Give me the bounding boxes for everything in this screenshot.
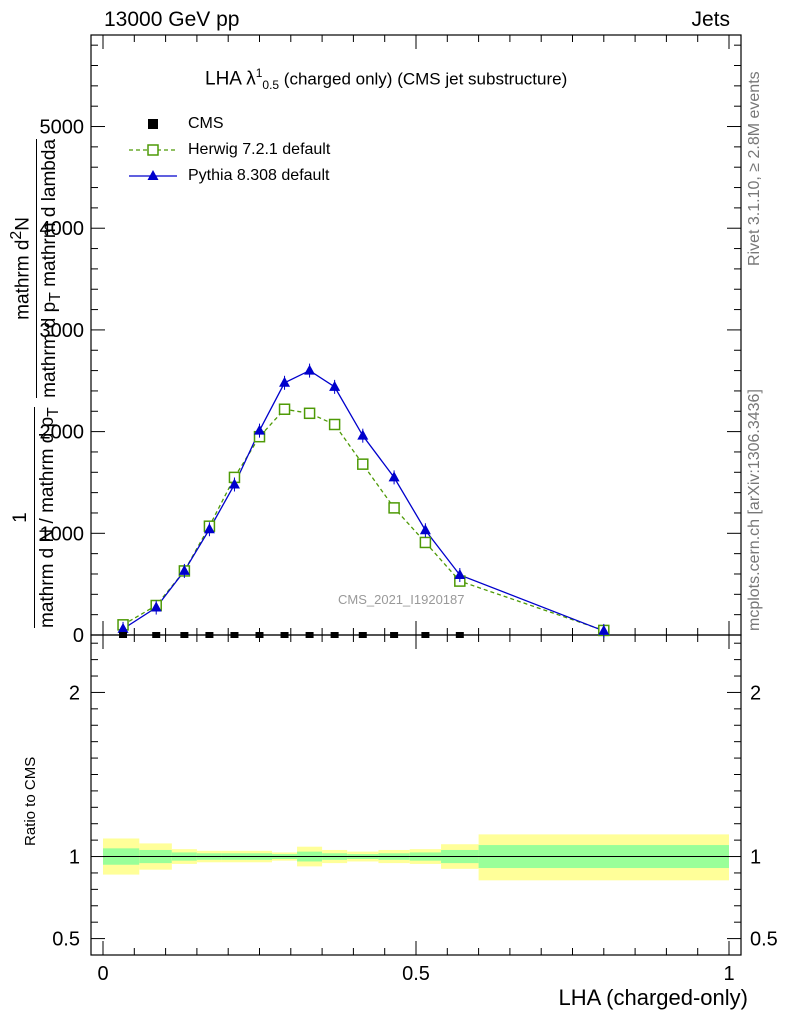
pythia-point [329,380,341,391]
legend-markers [129,119,177,180]
ratio-y-tick-label-right: 1 [750,847,761,869]
main-y-tick-label: 2000 [40,422,85,444]
ylabel-one: 1 [10,407,36,628]
main-y-tick-labels: 0 1000 2000 3000 4000 5000 [40,117,85,647]
pythia-point [304,364,316,375]
ratio-y-axis-label: Ratio to CMS [22,756,39,846]
main-y-tick-label: 3000 [40,320,85,342]
ratio-plot-frame [90,634,742,956]
ratio-x-tick-labels: 0 0.5 1 [97,963,734,985]
plot-title: LHA λ10.5 (charged only) (CMS jet substr… [205,66,567,92]
cms-point [455,632,464,638]
header-energy-label: 13000 GeV pp [104,8,240,31]
ylabel-num-sup: 2 [8,230,25,240]
ratio-y-tick-labels: 0.5 0.5 1 1 2 2 [52,682,778,950]
ratio-y-tick-label-left: 2 [69,682,80,704]
ylabel-one-den: mathrm d N / mathrm d p [37,416,59,628]
title-rest: (charged only) (CMS jet substructure) [279,69,568,89]
ratio-axis-ticks [91,635,741,955]
analysis-watermark: CMS_2021_I1920187 [338,592,465,607]
herwig-point [278,403,291,415]
pythia-line [122,369,605,632]
cms-point [205,632,214,638]
ratio-y-tick-label-left: 0.5 [52,929,80,951]
main-axis-ticks [91,35,741,636]
pythia-point [150,601,162,612]
main-y-axis-label: 1 mathrm d N / mathrm d pT mathrm d2N ma… [8,138,65,628]
herwig-point [357,458,369,470]
herwig-point [419,536,432,549]
main-y-tick-label: 1000 [40,523,85,545]
legend-label-pythia: Pythia 8.308 default [188,167,330,184]
pythia-point [598,624,610,635]
data-series-layer [117,363,610,638]
legend-label-cms: CMS [188,115,224,132]
x-axis-label: LHA (charged-only) [558,985,748,1010]
pythia-point [388,471,400,482]
pythia-point [117,622,129,633]
herwig-point [328,418,341,431]
ratio-x-tick-label: 0 [97,963,108,985]
legend-label-herwig: Herwig 7.2.1 default [188,141,331,158]
cms-point [390,632,399,638]
legend-marker-herwig [147,144,159,156]
cms-point [152,632,161,638]
pythia-point [279,376,291,387]
pythia-point [203,523,215,534]
cms-point [358,632,367,638]
ratio-y-tick-label-right: 2 [750,682,761,704]
cms-point [119,632,128,638]
ylabel-den: mathrm d p [39,301,61,398]
ylabel-num: mathrm d [12,239,34,320]
main-y-tick-label: 0 [73,625,84,647]
pythia-point [178,564,190,575]
cms-point [280,632,289,638]
pythia-point [254,424,265,435]
cms-point [305,632,314,638]
ratio-x-tick-label: 1 [723,963,734,985]
pythia-point [454,569,466,579]
pythia-point [228,478,240,489]
cms-point [230,632,239,638]
ratio-y-tick-label-right: 0.5 [750,929,778,951]
ratio-x-tick-label: 0.5 [402,963,430,985]
ylabel-one-den-sub: T [44,407,62,417]
cms-point [421,632,430,638]
herwig-point [303,407,316,420]
title-prefix: LHA λ [205,68,256,90]
ylabel-den-sub: T [47,292,65,302]
legend-marker-pythia [147,170,159,180]
herwig-point [388,502,400,514]
rivet-version-label: Rivet 3.1.10, ≥ 2.8M events [746,71,763,266]
main-y-tick-label: 5000 [40,117,85,139]
ylabel-num-tail: N [12,217,34,231]
title-sub: 0.5 [262,78,280,93]
main-y-tick-label: 4000 [40,218,85,240]
cms-point [255,632,264,638]
ratio-uncertainty-bands [103,834,729,881]
legend-marker-cms [148,119,158,129]
pythia-point [419,524,431,535]
header-process-label: Jets [691,8,730,31]
mcplots-reference-label: mcplots.cern.ch [arXiv:1306.3436] [746,389,763,631]
cms-point [330,632,339,638]
pythia-point [357,429,369,440]
cms-point [180,632,189,638]
ratio-y-tick-label-left: 1 [69,847,80,869]
ylabel-den-tail: mathrm d lambda [39,138,61,293]
title-sup: 1 [255,66,263,80]
